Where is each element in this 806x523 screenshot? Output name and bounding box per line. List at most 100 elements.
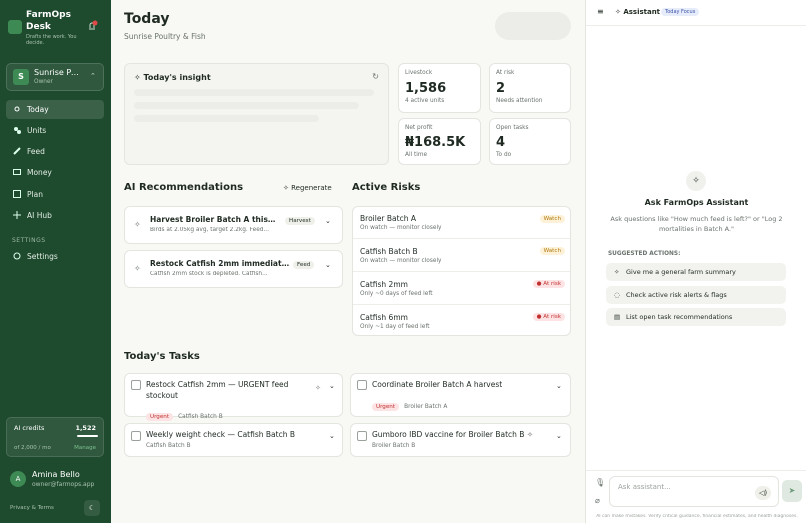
send-button[interactable]: ➤ <box>782 480 802 502</box>
credits-manage[interactable]: Manage <box>74 445 96 451</box>
user-email: owner@farmops.app <box>32 481 95 488</box>
assistant-title: ✧ Assistant <box>615 8 661 16</box>
insight-card: ✧ Today's insight ↻ <box>124 63 389 165</box>
stat-label: Livestock <box>405 70 433 76</box>
suggestion[interactable]: ▤ List open task recommendations <box>606 308 786 326</box>
chevron: ⌃ <box>90 72 96 80</box>
rec-title: Restock Catfish 2mm immediately <box>150 259 290 268</box>
risk-list: Broiler Batch A On watch — monitor close… <box>352 206 571 336</box>
risk-row: Catfish Batch B On watch — monitor close… <box>353 239 570 272</box>
nav-label: Plan <box>27 190 43 199</box>
suggested-heading: SUGGESTED ACTIONS: <box>608 251 681 257</box>
suggestion[interactable]: ◌ Check active risk alerts & flags <box>606 286 786 304</box>
expand[interactable]: ⌄ <box>556 432 562 440</box>
task-meta: Urgent Broiler Batch A <box>372 393 447 412</box>
expand[interactable]: ⌄ <box>325 261 331 269</box>
nav-item[interactable]: Plan <box>6 185 104 204</box>
task-checkbox[interactable] <box>131 431 141 441</box>
task-unit: Catfish Batch B <box>146 443 191 449</box>
credits-quota: of 2,000 / mo <box>14 445 51 451</box>
risk-name: Catfish 6mm <box>360 313 408 322</box>
divider <box>586 470 806 471</box>
nav-item[interactable]: Money <box>6 163 104 182</box>
credits-bar <box>77 435 98 437</box>
insight-title-text: Today's insight <box>143 73 211 82</box>
chat-input[interactable]: Ask assistant... ◁) <box>609 476 779 507</box>
assistant-header: ≡ ✧ Assistant Today Focus <box>586 0 806 26</box>
stat-label: Net profit <box>405 125 433 131</box>
section-title: Active Risks <box>352 182 421 193</box>
stat-note: To do <box>496 152 512 158</box>
rec-tag: Harvest <box>285 217 315 225</box>
attach-button[interactable]: ⌀ <box>595 496 600 505</box>
expand[interactable]: ⌄ <box>329 432 335 440</box>
risk-name: Broiler Batch A <box>360 214 416 223</box>
expand[interactable]: ⌄ <box>556 382 562 390</box>
menu-button[interactable]: ≡ <box>597 7 604 16</box>
farm-switcher[interactable]: S Sunrise Poultry & Fish Owner ⌃ <box>6 63 104 91</box>
suggestion-icon: ▤ <box>614 313 621 321</box>
task-unit: Broiler Batch B <box>372 443 416 449</box>
task-checkbox[interactable] <box>131 380 141 390</box>
rec-title: Harvest Broiler Batch A this week <box>150 215 278 224</box>
task-meta: Urgent Catfish Batch B <box>146 403 223 422</box>
mic-button[interactable]: 🎙︎ <box>595 478 606 487</box>
nav-label: AI Hub <box>27 211 52 220</box>
expand[interactable]: ⌄ <box>329 382 335 390</box>
stat-value: ₦168.5K <box>405 135 466 150</box>
risk-detail: On watch — monitor closely <box>360 225 442 231</box>
recommendation-card[interactable]: ✧ Harvest Broiler Batch A this week Bird… <box>124 206 343 244</box>
expand[interactable]: ⌄ <box>325 217 331 225</box>
rec-icon: ✧ <box>134 220 141 229</box>
skeleton <box>134 115 319 122</box>
nav-item[interactable]: Settings <box>6 247 104 266</box>
task-checkbox[interactable] <box>357 380 367 390</box>
task-title-text: Gumboro IBD vaccine for Broiler Batch B <box>372 430 525 439</box>
rec-tag: Feed <box>293 261 315 269</box>
recommendation-card[interactable]: ✧ Restock Catfish 2mm immediately Catfis… <box>124 250 343 288</box>
risk-detail: Only ~1 day of feed left <box>360 324 430 330</box>
section-heading: SETTINGS <box>12 237 46 244</box>
nav-item[interactable]: Feed <box>6 142 104 161</box>
task-title: Restock Catfish 2mm — URGENT feed stocko… <box>146 380 289 400</box>
risk-status: Watch <box>539 215 565 223</box>
assistant-description: Ask questions like "How much feed is lef… <box>610 215 783 233</box>
voice-button[interactable]: ◁) <box>755 486 771 500</box>
stat-card: Net profit ₦168.5K All time <box>398 118 481 165</box>
nav-item[interactable]: Units <box>6 121 104 140</box>
stat-label: Open tasks <box>496 125 529 131</box>
rec-detail: Catfish 2mm stock is depleted. Catfish..… <box>150 271 268 277</box>
task-card: Coordinate Broiler Batch A harvest Urgen… <box>350 373 571 417</box>
task-card: Weekly weight check — Catfish Batch B Ca… <box>124 423 343 457</box>
section-title: AI Recommendations <box>124 182 244 193</box>
suggestion[interactable]: ✧ Give me a general farm summary <box>606 263 786 281</box>
privacy-link[interactable]: Privacy & Terms <box>10 505 54 511</box>
suggestion-text: Check active risk alerts & flags <box>626 291 727 299</box>
task-checkbox[interactable] <box>357 431 367 441</box>
suggestion-icon: ✧ <box>614 268 620 276</box>
risk-detail: Only ~0 days of feed left <box>360 291 433 297</box>
risk-row: Broiler Batch A On watch — monitor close… <box>353 207 570 239</box>
user-avatar: A <box>10 471 26 487</box>
risk-status-text: At risk <box>543 314 561 320</box>
risk-name: Catfish Batch B <box>360 247 418 256</box>
refresh[interactable]: ↻ <box>372 72 379 81</box>
risk-name: Catfish 2mm <box>360 280 408 289</box>
task-title: Coordinate Broiler Batch A harvest <box>372 380 503 389</box>
regenerate-button[interactable]: ✧ Regenerate <box>283 184 332 192</box>
main: Today Sunrise Poultry & Fish ✧ Today's i… <box>111 0 585 523</box>
stat-value: 2 <box>496 81 506 96</box>
risk-detail: On watch — monitor closely <box>360 258 442 264</box>
credits-card: AI credits 1,522 of 2,000 / mo Manage <box>6 417 104 457</box>
risk-status-text: At risk <box>543 281 561 287</box>
theme-toggle[interactable]: ☾ <box>84 500 100 516</box>
notifications[interactable] <box>86 20 98 32</box>
nav-item[interactable]: AI Hub <box>6 206 104 225</box>
stat-card: Livestock 1,586 4 active units <box>398 63 481 113</box>
nav-item[interactable]: Today <box>6 100 104 119</box>
task-title: Weekly weight check — Catfish Batch B <box>146 430 295 439</box>
skeleton <box>134 89 374 96</box>
assistant-title-text: Assistant <box>623 8 661 16</box>
risk-status: ● At risk <box>532 280 565 288</box>
